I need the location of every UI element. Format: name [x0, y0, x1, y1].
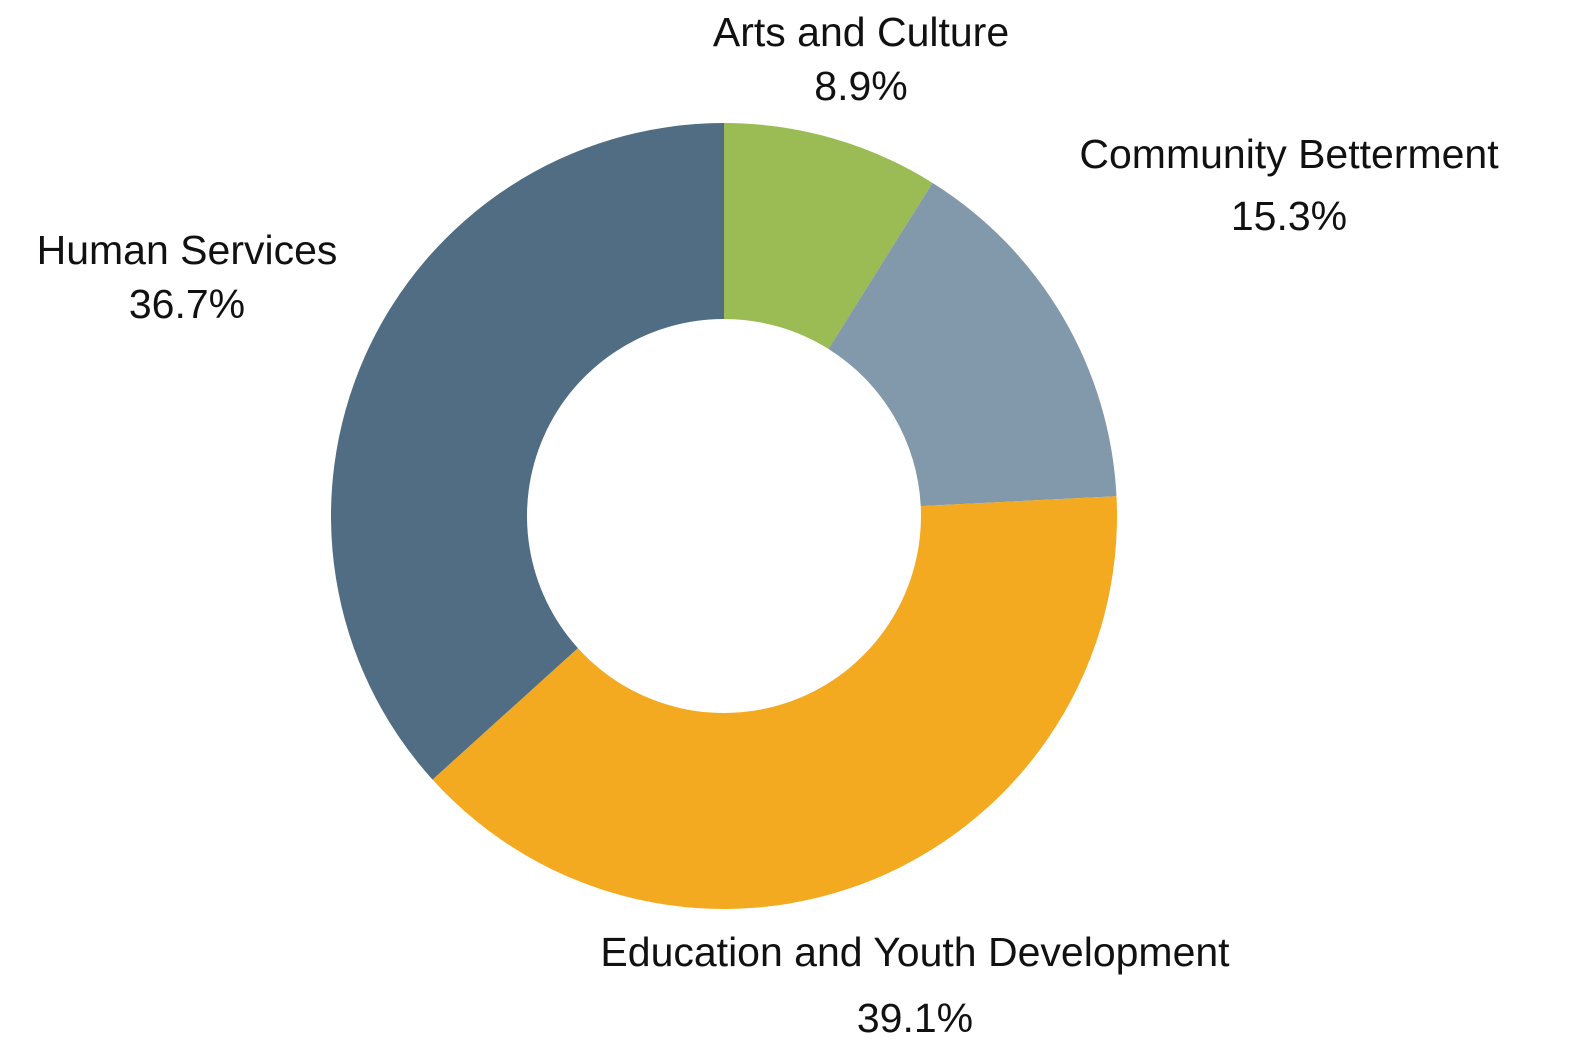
- slice-value-label: 36.7%: [129, 281, 245, 327]
- slice-value-label: 39.1%: [857, 995, 973, 1041]
- slice-label: Education and Youth Development: [600, 929, 1230, 975]
- slice-value-label: 15.3%: [1231, 193, 1347, 239]
- slice-education-and-youth-development: [432, 496, 1117, 909]
- slice-human-services: [331, 123, 724, 780]
- slice-value-label: 8.9%: [814, 63, 907, 109]
- slice-label: Human Services: [37, 227, 338, 273]
- slice-label: Arts and Culture: [713, 9, 1009, 55]
- donut-slices: [331, 122, 1117, 909]
- slice-community-betterment: [828, 182, 1117, 507]
- slice-label: Community Betterment: [1079, 131, 1499, 177]
- slice-labels: Arts and Culture 8.9% Community Betterment…: [37, 9, 1500, 1041]
- slice-arts-and-culture: [724, 122, 933, 350]
